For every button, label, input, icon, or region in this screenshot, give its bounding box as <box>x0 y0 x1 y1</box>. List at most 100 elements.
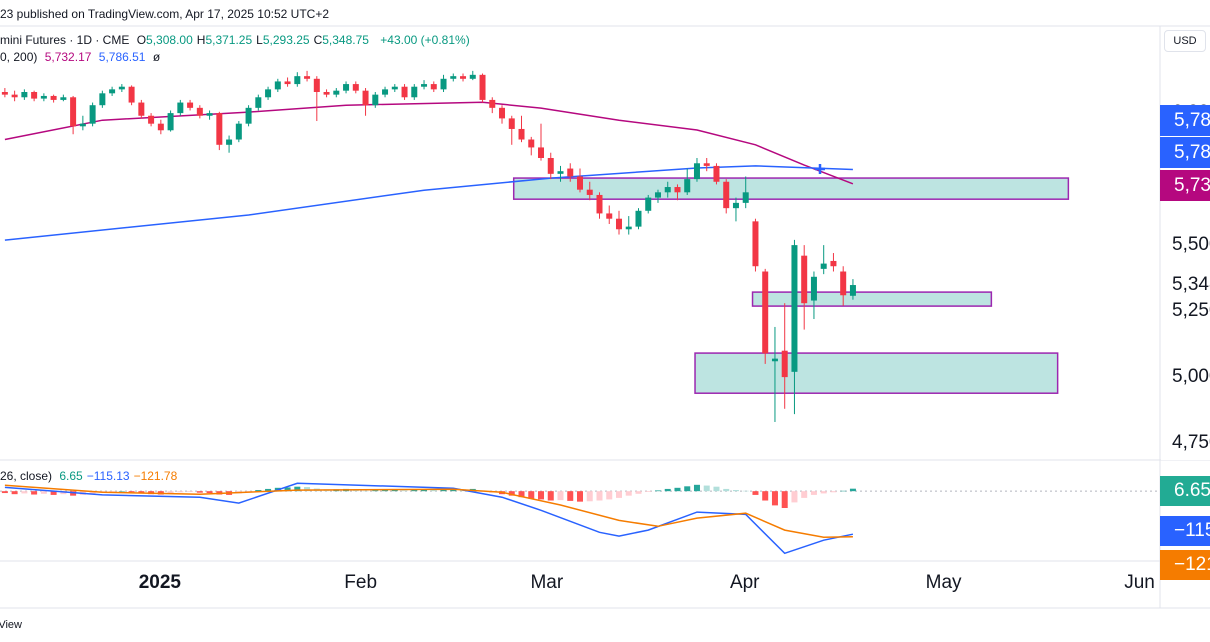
macd-histogram-bar <box>118 491 125 492</box>
ohlc-prefix: H <box>196 33 206 47</box>
candle-body <box>849 285 856 296</box>
candle-body <box>752 221 759 267</box>
ma-value: 5,732.17 <box>44 50 92 64</box>
ohlc-prefix: C <box>313 33 323 47</box>
symbol-legend: mini Futures · 1D · CME O5,308.00 H5,371.… <box>0 33 474 47</box>
candle-body <box>654 192 661 198</box>
ohlc-prefix: O <box>136 33 147 47</box>
candle-body <box>245 107 252 124</box>
macd-histogram-bar <box>830 491 837 493</box>
candle-body <box>732 202 739 209</box>
x-tick-label: Jun <box>1124 572 1155 593</box>
macd-histogram-bar <box>557 491 564 501</box>
moving-average <box>4 101 854 185</box>
macd-histogram-bar <box>674 487 681 492</box>
plot-area <box>0 70 1160 555</box>
candle-body <box>577 176 583 190</box>
macd-histogram-bar <box>762 491 769 501</box>
zone <box>512 177 1070 200</box>
candle-body <box>284 81 291 85</box>
currency-button[interactable]: USD <box>1164 30 1206 52</box>
candle-body <box>177 102 184 114</box>
price-tag-label: 5,786.51 <box>1174 110 1210 131</box>
candle-body <box>274 81 281 90</box>
candle-body <box>128 86 135 103</box>
macd-histogram-bar <box>109 491 116 492</box>
macd-histogram-bar <box>21 491 28 494</box>
candle-body <box>265 89 272 98</box>
x-tick-label: Feb <box>344 572 377 593</box>
macd-histogram-bar <box>577 491 583 502</box>
macd-histogram-bar <box>265 488 272 492</box>
macd-histogram-bar <box>70 491 77 496</box>
macd-histogram-bar <box>538 491 545 500</box>
macd-tag-label: 6.65 <box>1174 480 1210 501</box>
macd-tag <box>1160 516 1210 546</box>
y-tick-label: 5,000 <box>1172 366 1210 387</box>
macd-histogram-bar <box>128 491 135 493</box>
candle-body <box>255 97 262 108</box>
macd-histogram-bar <box>713 486 720 492</box>
ohlc-value: 5,308.00 <box>146 33 193 47</box>
candle-body <box>684 179 691 193</box>
macd-histogram-bar <box>703 485 710 492</box>
macd-histogram-bar <box>255 490 262 492</box>
macd-histogram-bar <box>450 488 457 492</box>
candle-body <box>762 271 769 354</box>
macd-histogram-bar <box>401 490 408 492</box>
ohlc-value: 5,293.25 <box>262 33 310 47</box>
candle-body <box>460 76 467 79</box>
candle-body <box>70 97 77 127</box>
candle-body <box>801 255 808 304</box>
candle-body <box>109 89 116 94</box>
candle-body <box>167 113 174 131</box>
macd-histogram-bar <box>596 491 603 501</box>
candle-body <box>382 89 389 95</box>
candle-body <box>479 74 486 100</box>
candle-body <box>118 86 125 90</box>
candle-body <box>138 102 145 116</box>
candle-body <box>596 194 603 214</box>
last-price-label: 5,348.75 <box>1172 274 1210 295</box>
macd-histogram-bar <box>518 491 525 498</box>
price-tag-label: 5,786.51 <box>1174 142 1210 163</box>
candle-body <box>810 276 817 301</box>
price-axis: 4,7505,0005,2505,5006,0005,348.755,786.5… <box>1160 60 1210 580</box>
macd-legend: 26, close) 6.65 −115.13 −121.78 <box>0 469 181 483</box>
candle-body <box>21 91 28 98</box>
macd-histogram-bar <box>752 491 759 495</box>
ma-params: 0, 200) <box>0 50 38 64</box>
macd-histogram-bar <box>508 491 515 496</box>
macd-histogram-bar <box>382 490 389 492</box>
candle-body <box>528 139 535 148</box>
macd-histogram-bar <box>206 491 213 494</box>
candle-body <box>440 78 447 90</box>
macd-histogram-bar <box>40 491 47 494</box>
candle-body <box>187 102 194 108</box>
candle-body <box>615 218 622 230</box>
macd-histogram-bar <box>742 490 749 492</box>
candle-body <box>781 350 788 378</box>
candle-body <box>11 94 18 98</box>
candle-body <box>294 76 301 85</box>
candle-body <box>148 115 155 124</box>
macd-histogram-bar <box>31 491 38 495</box>
candle-body <box>89 105 96 124</box>
candle-body <box>606 213 613 219</box>
candle-body <box>840 271 847 296</box>
macd-tag <box>1160 476 1210 506</box>
candle-body <box>508 118 515 129</box>
candle-body <box>333 90 340 95</box>
macd-histogram-bar <box>645 491 652 492</box>
y-tick-label: 5,500 <box>1172 234 1210 255</box>
macd-histogram-bar <box>89 491 96 495</box>
candle-body <box>567 168 574 177</box>
candle-body <box>362 90 369 106</box>
macd-legend-value: −121.78 <box>133 469 178 483</box>
macd-histogram-bar <box>840 490 847 492</box>
ma-legend: 0, 200) 5,732.17 5,786.51 ø <box>0 50 164 64</box>
macd-histogram-bar <box>849 488 856 492</box>
candle-body <box>323 91 330 95</box>
macd-histogram-bar <box>791 491 798 503</box>
